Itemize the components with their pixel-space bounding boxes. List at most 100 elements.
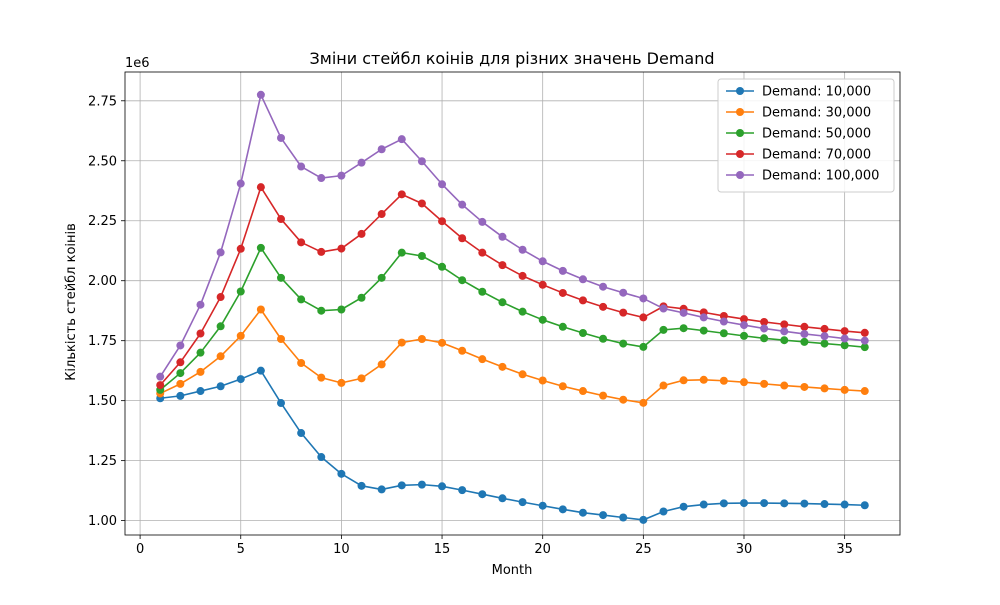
ticks: 0 5 10 15 20 25 30 35 1.00 1.25 1.50 1.75 2.00 2.25 2.… xyxy=(88,94,853,557)
data-point xyxy=(739,321,748,330)
data-point xyxy=(760,379,769,388)
data-point xyxy=(760,324,769,333)
chart-title: Зміни стейбл коінів для різних значень D… xyxy=(310,49,715,68)
data-point xyxy=(176,391,185,400)
data-point xyxy=(458,234,467,243)
data-point xyxy=(518,271,527,280)
legend: Demand: 10,000 Demand: 30,000 Demand: 50,0… xyxy=(717,78,895,193)
legend-label: Demand: 70,000 xyxy=(762,148,871,163)
data-point xyxy=(397,135,406,144)
x-tick-label: 30 xyxy=(736,542,753,557)
data-point xyxy=(780,381,789,390)
data-point xyxy=(820,384,829,393)
data-point xyxy=(176,369,185,378)
data-point xyxy=(377,145,386,154)
y-tick-label: 2.75 xyxy=(88,94,117,109)
data-point xyxy=(739,331,748,340)
data-point xyxy=(377,360,386,369)
data-point xyxy=(256,305,265,314)
data-point xyxy=(739,499,748,508)
data-point xyxy=(760,499,769,508)
data-point xyxy=(619,513,628,522)
data-point xyxy=(438,217,447,226)
data-point xyxy=(277,215,286,224)
data-point xyxy=(639,294,648,303)
data-point xyxy=(599,511,608,520)
data-point xyxy=(317,306,326,315)
legend-entry: Demand: 10,000 xyxy=(726,85,871,100)
data-point xyxy=(558,322,567,331)
data-point xyxy=(780,320,789,329)
data-point xyxy=(478,287,487,296)
data-point xyxy=(297,358,306,367)
data-point xyxy=(538,501,547,510)
x-tick-label: 20 xyxy=(534,542,551,557)
data-point xyxy=(639,515,648,524)
data-point xyxy=(820,500,829,509)
y-tick-label: 2.50 xyxy=(88,154,117,169)
data-point xyxy=(216,382,225,391)
data-point xyxy=(639,313,648,322)
data-point xyxy=(860,328,869,337)
data-point xyxy=(458,276,467,285)
data-point xyxy=(397,481,406,490)
data-point xyxy=(196,348,205,357)
data-point xyxy=(297,238,306,247)
data-point xyxy=(538,257,547,266)
data-point xyxy=(840,385,849,394)
data-point xyxy=(860,336,869,345)
data-point xyxy=(256,366,265,375)
data-point xyxy=(780,327,789,336)
legend-swatch-marker xyxy=(736,129,744,137)
data-point xyxy=(518,498,527,507)
data-point xyxy=(438,338,447,347)
data-point xyxy=(800,499,809,508)
data-point xyxy=(840,327,849,336)
data-point xyxy=(156,381,165,390)
data-point xyxy=(619,339,628,348)
data-point xyxy=(478,355,487,364)
data-point xyxy=(538,376,547,385)
data-point xyxy=(176,358,185,367)
series-1 xyxy=(156,366,869,524)
data-point xyxy=(196,329,205,338)
y-tick-label: 2.00 xyxy=(88,274,117,289)
legend-box xyxy=(717,78,895,193)
data-point xyxy=(619,395,628,404)
data-point xyxy=(840,334,849,343)
series-5 xyxy=(156,90,869,381)
data-point xyxy=(397,338,406,347)
data-point xyxy=(860,501,869,510)
data-point xyxy=(357,158,366,167)
legend-swatch-marker xyxy=(736,171,744,179)
data-point xyxy=(337,469,346,478)
data-point xyxy=(277,399,286,408)
data-point xyxy=(578,329,587,338)
data-point xyxy=(538,315,547,324)
data-point xyxy=(176,379,185,388)
data-point xyxy=(196,367,205,376)
data-point xyxy=(277,133,286,142)
data-point xyxy=(699,375,708,384)
data-point xyxy=(256,243,265,252)
legend-entry: Demand: 50,000 xyxy=(726,127,871,142)
data-point xyxy=(176,341,185,350)
data-point xyxy=(317,453,326,462)
data-point xyxy=(498,298,507,307)
data-point xyxy=(679,308,688,317)
data-point xyxy=(719,499,728,508)
data-point xyxy=(800,382,809,391)
data-point xyxy=(760,317,769,326)
data-point xyxy=(518,245,527,254)
data-point xyxy=(558,505,567,514)
data-point xyxy=(438,262,447,271)
data-point xyxy=(458,200,467,209)
series-3 xyxy=(156,243,869,394)
data-point xyxy=(236,287,245,296)
data-point xyxy=(297,162,306,171)
data-point xyxy=(578,296,587,305)
data-point xyxy=(337,171,346,180)
data-point xyxy=(236,331,245,340)
